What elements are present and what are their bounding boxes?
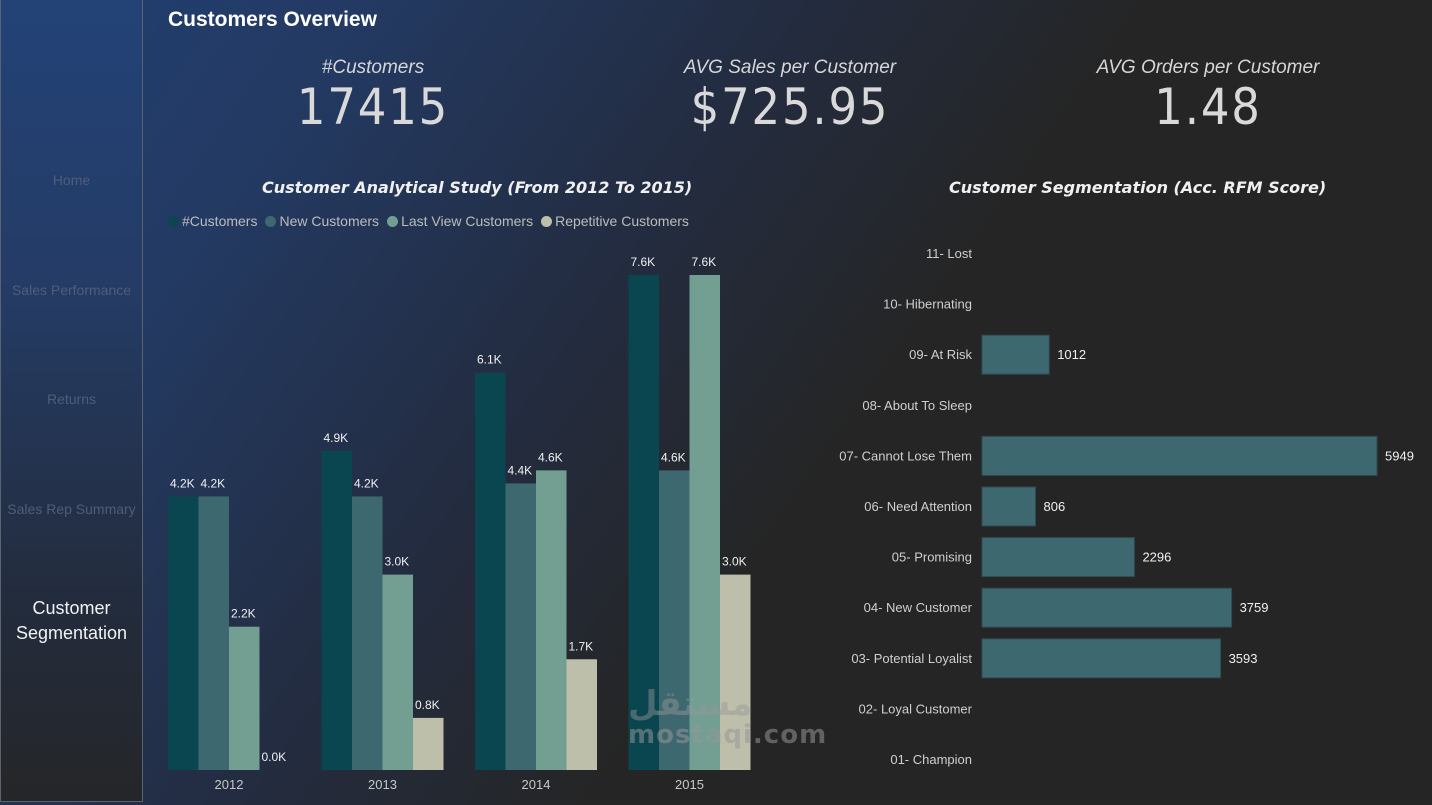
- column-chart-title: Customer Analytical Study (From 2012 To …: [262, 178, 693, 197]
- category-label: 05- Promising: [892, 550, 972, 565]
- sidebar-item-customer-segmentation[interactable]: Customer Segmentation: [15, 598, 128, 643]
- column-bar: [566, 659, 597, 770]
- data-label: 4.2K: [170, 476, 195, 490]
- segmentation-bar-chart: 11- Lost 10- Hibernating 09- At Risk 1012 08…: [839, 246, 1414, 767]
- sidebar-nav: Home Sales Performance Returns Sales Rep…: [0, 0, 143, 802]
- legend-dot-icon: [541, 215, 553, 227]
- data-label: 0.0K: [262, 750, 287, 764]
- data-label: 7.6K: [631, 255, 656, 269]
- category-label: 09- At Risk: [909, 347, 972, 362]
- data-label: 2.2K: [231, 607, 256, 621]
- category-label: 08- About To Sleep: [862, 398, 972, 413]
- data-label: 3.0K: [722, 555, 747, 569]
- column-bar: [321, 450, 352, 770]
- segment-bar: [981, 486, 1037, 527]
- data-label: 4.2K: [201, 476, 226, 490]
- column-bar: [413, 717, 444, 770]
- data-label: 3593: [1229, 651, 1258, 666]
- kpi-label: AVG Orders per Customer: [1096, 57, 1320, 78]
- category-label: 10- Hibernating: [883, 297, 972, 312]
- column-bar: [198, 496, 229, 770]
- page-title: Customers Overview: [168, 8, 377, 31]
- data-label: 4.6K: [661, 450, 686, 464]
- sidebar-item-home[interactable]: Home: [52, 172, 91, 188]
- watermark-arabic: مستقل: [628, 684, 753, 724]
- data-label: 4.4K: [508, 463, 533, 477]
- legend-label: Last View Customers: [401, 213, 534, 229]
- bar-chart-title: Customer Segmentation (Acc. RFM Score): [949, 178, 1327, 197]
- legend-dot-icon: [265, 215, 277, 227]
- data-label: 806: [1044, 499, 1066, 514]
- column-bar: [352, 496, 383, 770]
- data-label: 3.0K: [385, 555, 410, 569]
- category-label: 01- Champion: [890, 752, 972, 767]
- legend-dot-icon: [168, 215, 179, 227]
- category-label: 06- Need Attention: [864, 499, 972, 514]
- kpi-value: 1.48: [1154, 78, 1262, 136]
- x-tick-label: 2015: [675, 777, 704, 792]
- segment-bar: [981, 638, 1222, 679]
- legend-dot-icon: [387, 215, 399, 227]
- segment-bar: [981, 435, 1378, 476]
- column-bar: [475, 372, 506, 770]
- column-bar: [229, 626, 260, 770]
- kpi-value: 17415: [296, 78, 450, 136]
- kpi-card-customers: #Customers 17415: [213, 57, 533, 135]
- x-tick-label: 2012: [215, 777, 244, 792]
- category-label: 04- New Customer: [864, 600, 973, 615]
- category-label: 11- Lost: [926, 246, 972, 261]
- segment-bar: [981, 587, 1233, 628]
- legend-item-repetitive-customers[interactable]: Repetitive Customers: [541, 213, 689, 229]
- column-bar: [628, 275, 659, 770]
- column-bar: [505, 483, 536, 770]
- legend-label: #Customers: [182, 213, 258, 229]
- data-label: 4.9K: [324, 431, 349, 445]
- sidebar-item-returns[interactable]: Returns: [46, 391, 97, 407]
- segment-bar: [981, 334, 1050, 375]
- data-label: 1.7K: [569, 639, 594, 653]
- data-label: 1012: [1057, 347, 1086, 362]
- sidebar-item-sales-performance[interactable]: Sales Performance: [11, 282, 132, 298]
- category-label: 02- Loyal Customer: [859, 701, 973, 716]
- kpi-value: $725.95: [690, 78, 890, 136]
- column-chart-legend: #Customers New Customers Last View Custo…: [168, 213, 689, 229]
- column-bar: [168, 496, 199, 770]
- column-bar: [536, 470, 567, 770]
- legend-label: Repetitive Customers: [555, 213, 689, 229]
- sidebar-item-sales-rep-summary[interactable]: Sales Rep Summary: [7, 501, 136, 517]
- x-tick-label: 2013: [368, 777, 397, 792]
- column-bar: [720, 574, 751, 770]
- column-chart: 4.2K 4.2K 2.2K 0.0K 2012 4.9K 4.2K 3.0K 0.8K 2013…: [168, 255, 751, 792]
- legend-label: New Customers: [279, 213, 380, 229]
- data-label: 6.1K: [477, 353, 502, 367]
- kpi-card-avg-sales: AVG Sales per Customer $725.95: [630, 57, 950, 135]
- data-label: 4.2K: [354, 476, 379, 490]
- category-label: 03- Potential Loyalist: [851, 651, 972, 666]
- kpi-card-avg-orders: AVG Orders per Customer 1.48: [1048, 57, 1368, 135]
- data-label: 2296: [1142, 550, 1171, 565]
- legend-item-new-customers[interactable]: New Customers: [265, 213, 379, 229]
- data-label: 4.6K: [538, 450, 563, 464]
- legend-item-last-view-customers[interactable]: Last View Customers: [387, 213, 533, 229]
- kpi-label: AVG Sales per Customer: [683, 57, 897, 78]
- legend-item-customers[interactable]: #Customers: [168, 213, 257, 229]
- watermark-text: mostaqi.com: [628, 720, 828, 750]
- column-bar: [659, 470, 690, 770]
- segment-bar: [981, 537, 1135, 578]
- data-label: 5949: [1385, 448, 1414, 463]
- kpi-label: #Customers: [321, 57, 425, 78]
- column-bar: [689, 275, 720, 770]
- column-bar: [382, 574, 413, 770]
- x-tick-label: 2014: [522, 777, 551, 792]
- data-label: 0.8K: [415, 698, 440, 712]
- data-label: 3759: [1240, 600, 1269, 615]
- data-label: 7.6K: [692, 255, 717, 269]
- category-label: 07- Cannot Lose Them: [839, 448, 972, 463]
